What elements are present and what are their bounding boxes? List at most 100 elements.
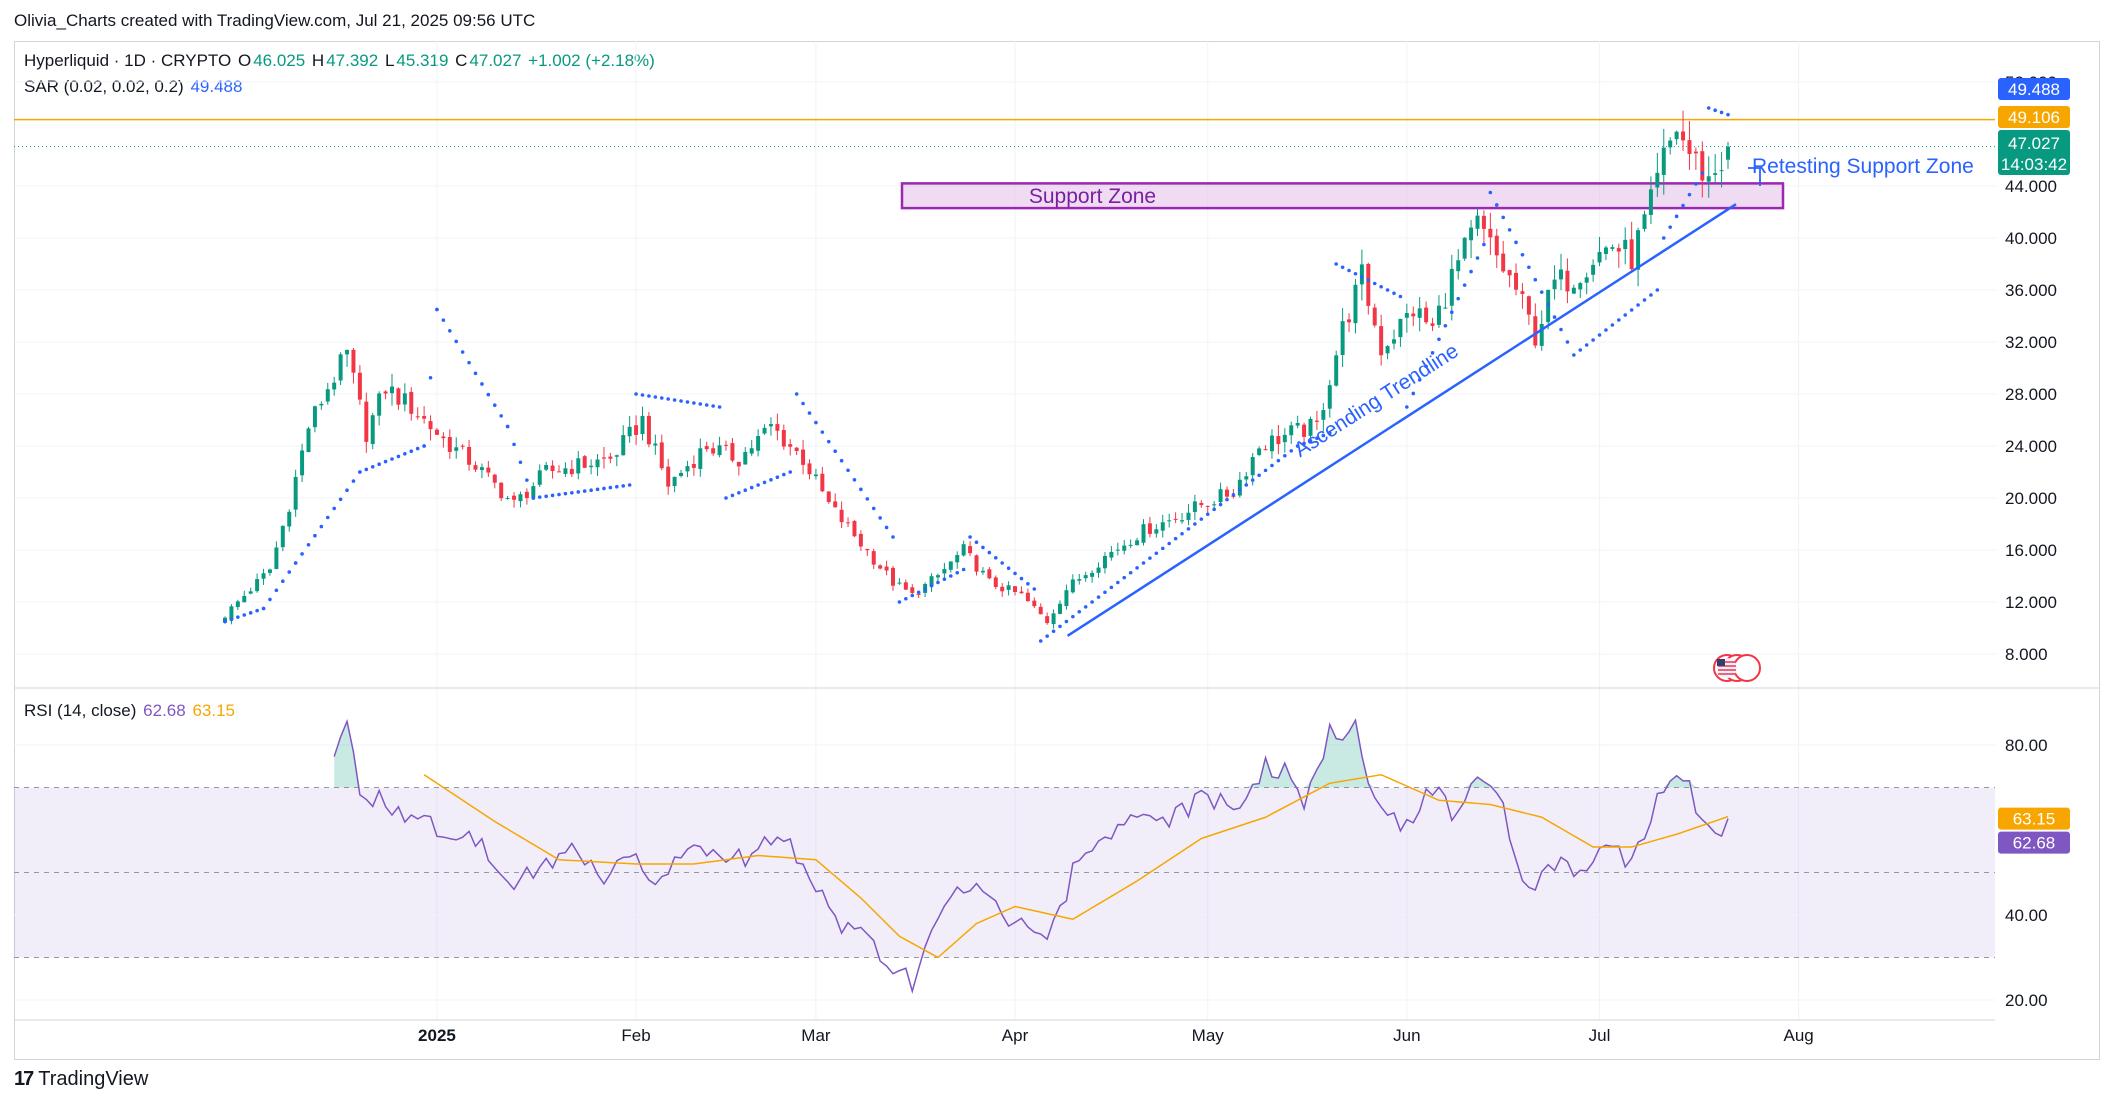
- candle-body: [929, 576, 934, 587]
- candle-body: [730, 443, 735, 461]
- sar-dot: [942, 577, 947, 582]
- sar-dot: [891, 535, 895, 539]
- sar-dot: [711, 404, 715, 408]
- sar-dot: [338, 497, 343, 502]
- candle-body: [1147, 523, 1152, 534]
- candle-body: [691, 463, 696, 468]
- candle-body: [390, 386, 394, 394]
- candle-body: [1289, 425, 1294, 436]
- candle-body: [961, 544, 966, 556]
- sar-dot: [839, 458, 844, 463]
- sar-dot: [1013, 571, 1017, 576]
- time-tick-label: Jul: [1589, 1026, 1611, 1045]
- sar-dot: [1302, 441, 1306, 446]
- candle-body: [1507, 270, 1512, 276]
- open-value: 46.025: [253, 51, 306, 70]
- rsi-pane: [14, 717, 1995, 1001]
- sar-dot: [814, 420, 818, 425]
- sar-dot: [1141, 561, 1146, 565]
- candle-body: [1025, 592, 1030, 602]
- candle-body: [820, 473, 825, 492]
- sar-dot: [1539, 290, 1544, 294]
- sar-dot: [293, 561, 298, 565]
- candle-body: [364, 401, 369, 442]
- sar-dot: [981, 545, 985, 550]
- candle-body: [858, 533, 863, 547]
- sar-dot: [737, 491, 741, 495]
- sar-dot: [1360, 275, 1364, 279]
- sar-dot: [1636, 303, 1640, 307]
- candle-body: [1032, 600, 1037, 607]
- sar-dot: [769, 478, 773, 482]
- sar-dot: [1366, 278, 1371, 283]
- sar-dot: [550, 493, 555, 498]
- rsi-legend[interactable]: RSI (14, close) 62.68 63.15: [24, 701, 237, 721]
- candle-body: [441, 436, 446, 439]
- symbol-legend[interactable]: Hyperliquid · 1D · CRYPTO O 46.025 H 47.39…: [24, 51, 657, 71]
- candle-body: [1295, 422, 1300, 426]
- candle-body: [1494, 235, 1499, 256]
- candle-body: [1244, 476, 1249, 480]
- sar-dot: [248, 611, 253, 615]
- candle-body: [1674, 131, 1679, 140]
- candle-body: [627, 426, 632, 437]
- sar-dot: [1661, 236, 1666, 240]
- candle-body: [1449, 268, 1454, 306]
- candle-body: [235, 601, 240, 608]
- sar-dot: [467, 360, 471, 365]
- candle-body: [1353, 284, 1358, 324]
- candle-body: [1058, 603, 1062, 614]
- sar-dot: [608, 485, 613, 490]
- candle-body: [1668, 140, 1673, 148]
- candle-body: [537, 470, 542, 485]
- sar-dot: [1122, 575, 1127, 580]
- candle-body: [1616, 248, 1621, 252]
- sar-dot: [409, 449, 414, 454]
- sar-dot: [1572, 353, 1576, 357]
- sar-dot: [1687, 192, 1692, 197]
- candle-body: [1212, 504, 1217, 506]
- candle-body: [1687, 140, 1692, 155]
- sar-dot: [1694, 182, 1698, 186]
- sar-dot: [1469, 269, 1473, 274]
- candle-body: [582, 456, 587, 468]
- sar-price-badge: 49.488: [2008, 80, 2060, 99]
- sar-dot: [1263, 468, 1268, 473]
- candle-body: [1520, 291, 1525, 294]
- sar-dot: [557, 492, 561, 497]
- candle-body: [1623, 239, 1628, 250]
- sar-dot: [1238, 488, 1242, 492]
- sar-dot: [826, 439, 831, 444]
- sar-dot: [460, 350, 465, 354]
- high-label: H: [311, 51, 325, 70]
- tradingview-brand[interactable]: 17 TradingView: [14, 1068, 148, 1091]
- sar-dot: [287, 570, 292, 574]
- sar-dot: [1186, 527, 1191, 531]
- candle-body: [1417, 308, 1422, 318]
- brand-name: TradingView: [38, 1068, 149, 1090]
- candle-body: [1379, 326, 1384, 356]
- sar-dot: [961, 567, 966, 572]
- candle-body: [1077, 579, 1082, 581]
- close-label: C: [455, 51, 468, 70]
- sar-dot: [1051, 629, 1056, 634]
- candle-body: [306, 428, 311, 453]
- rsi-badge: 62.68: [2013, 834, 2056, 853]
- sar-dot: [1514, 240, 1518, 245]
- candle-body: [1713, 173, 1718, 175]
- sar-dot: [1411, 391, 1416, 396]
- candle-body: [454, 447, 459, 451]
- candle-body: [1109, 551, 1114, 558]
- candle-body: [370, 415, 375, 445]
- price-tick-label: 8.000: [2005, 645, 2048, 664]
- candle-body: [512, 495, 517, 500]
- sar-dot: [570, 491, 574, 495]
- us-flag-icon[interactable]: [1713, 654, 1761, 682]
- price-tick-label: 32.000: [2005, 333, 2057, 352]
- candle-body: [833, 501, 838, 508]
- candle-body: [1090, 572, 1095, 577]
- sar-dot: [300, 552, 304, 556]
- candle-body: [595, 459, 600, 468]
- countdown-badge: 14:03:42: [2001, 155, 2067, 174]
